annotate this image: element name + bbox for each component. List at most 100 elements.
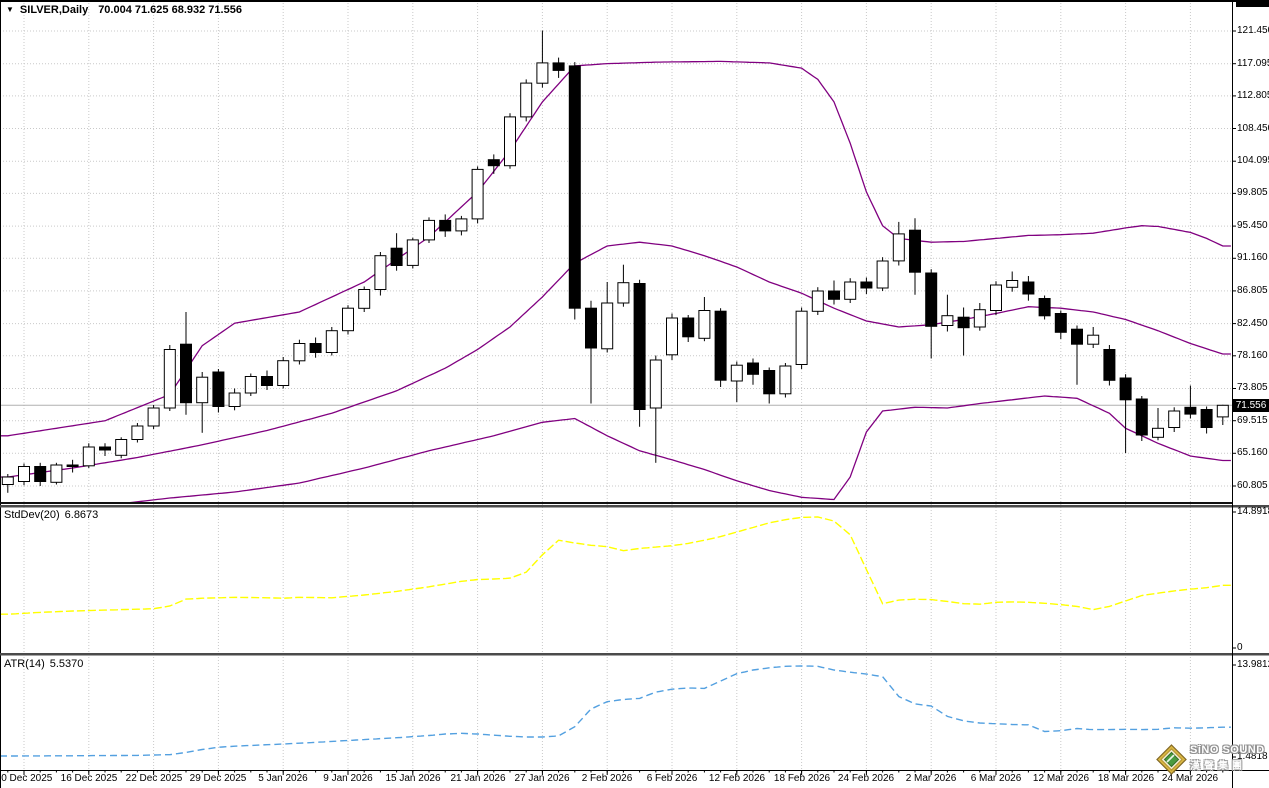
price-axis-label: 91.160 [1237,252,1268,263]
bull-candle [1006,280,1019,288]
bear-candle [1022,281,1035,295]
price-axis-label: 65.160 [1237,447,1268,458]
bull-candle [244,376,257,394]
date-axis-label: 9 Jan 2026 [323,773,373,784]
bull-candle [504,116,516,167]
bull-candle [115,439,128,456]
bull-candle [795,310,808,366]
watermark-text: SiNO SOUND [1190,744,1265,756]
bear-candle [34,466,47,482]
bull-candle [131,425,144,440]
price-axis-label: 99.805 [1237,187,1268,198]
bull-candle [617,282,630,304]
price-axis-label: 82.450 [1237,318,1268,329]
stddev-min-label: 0 [1237,642,1243,653]
bear-candle [828,290,840,300]
bear-candle [212,371,225,407]
gridlines [0,3,1232,770]
atr-line [0,665,1231,757]
date-axis-label: 24 Mar 2026 [1161,773,1219,784]
bull-candle [163,349,176,409]
stddev-line [0,516,1231,615]
chart-title: ▼ SILVER,Daily 70.004 71.625 68.932 71.5… [6,3,242,17]
bear-candle [682,317,695,338]
bear-candle [180,343,192,404]
bull-candle [455,218,468,232]
bear-candle [552,62,565,71]
bear-candle [568,65,581,309]
bull-candle [698,310,711,339]
date-axis-label: 29 Dec 2025 [189,773,247,784]
price-axis-label: 112.805 [1237,90,1269,101]
bull-candle [50,464,63,483]
bull-candle [293,343,306,362]
bull-candle [196,376,209,404]
date-axis-label: 16 Dec 2025 [60,773,118,784]
bull-candle [649,359,662,409]
bull-candle [973,309,986,328]
bull-candle [471,168,484,220]
atr-min-label: 1.4818 [1237,751,1268,762]
bull-candle [325,330,338,354]
price-axis-label: 104.095 [1237,155,1269,166]
atr-value: 5.5370 [49,658,84,670]
bear-candle [925,272,938,327]
bull-candle [990,284,1002,311]
atr-max-label: 13.9812 [1237,659,1269,670]
bull-candle [666,317,678,356]
date-axis-label: 21 Jan 2026 [450,773,506,784]
bear-candle [487,159,500,167]
bollinger-upper-band [0,60,1231,437]
bear-candle [909,229,921,273]
stddev-indicator-label: StdDev(20) 6.8673 [4,509,98,521]
bull-candle [892,233,905,262]
chevron-down-icon[interactable]: ▼ [6,5,14,14]
date-axis-label: 12 Mar 2026 [1032,773,1090,784]
bollinger-middle-band [0,241,1231,478]
bull-candle [358,289,371,309]
date-axis-label: 6 Mar 2026 [970,773,1022,784]
bull-candle [342,307,354,332]
date-axis-label: 12 Feb 2026 [708,773,766,784]
bear-candle [957,316,970,329]
candles [1,30,1229,493]
bull-candle [1152,427,1164,438]
stddev-name: StdDev(20) [4,509,60,521]
bull-candle [941,315,954,327]
bear-candle [1071,328,1083,345]
bull-candle [844,281,857,300]
bear-candle [1054,313,1067,333]
bear-candle [309,343,322,353]
price-axis-label: 108.450 [1237,123,1269,134]
bull-candle [423,219,435,241]
bull-candle [82,446,95,467]
watermark-text-cn: 漢聲集團 [1190,761,1246,772]
atr-name: ATR(14) [4,658,45,670]
atr-indicator-label: ATR(14) 5.5370 [4,658,83,670]
bollinger-lower-band [129,395,1231,502]
bear-candle [747,362,759,375]
bear-candle [714,310,727,381]
bull-candle [1168,410,1181,428]
price-axis-label: 86.805 [1237,285,1268,296]
bear-candle [1184,406,1197,415]
date-axis-label: 18 Mar 2026 [1097,773,1155,784]
bull-candle [730,364,743,382]
price-axis-label: 60.805 [1237,480,1268,491]
date-axis-label: 24 Feb 2026 [837,773,895,784]
bull-candle [536,62,549,84]
price-axis-label: 78.160 [1237,350,1268,361]
window-corner-bar [1236,0,1269,7]
price-axis-label: 117.095 [1237,58,1269,69]
bull-candle [1216,404,1229,418]
price-axis-label: 121.450 [1237,25,1269,36]
bull-candle [18,466,30,482]
price-axis-label: 73.805 [1237,382,1268,393]
date-axis-label: 18 Feb 2026 [773,773,831,784]
bull-candle [811,290,824,312]
bear-candle [439,219,452,232]
stddev-value: 6.8673 [64,509,99,521]
bull-candle [406,239,419,266]
